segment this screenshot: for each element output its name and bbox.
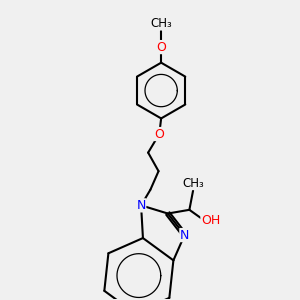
Text: CH₃: CH₃ [150, 17, 172, 30]
Text: CH₃: CH₃ [182, 177, 204, 190]
Text: O: O [156, 40, 166, 54]
Text: N: N [136, 199, 146, 212]
Text: OH: OH [201, 214, 220, 227]
Text: O: O [154, 128, 164, 140]
Text: N: N [180, 229, 189, 242]
